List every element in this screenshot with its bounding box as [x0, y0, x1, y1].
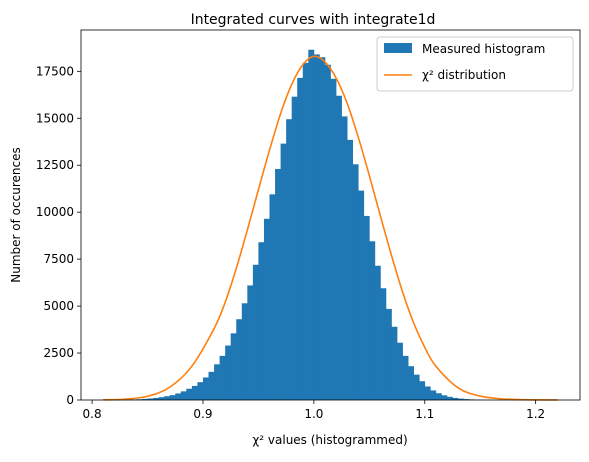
histogram-bar	[170, 395, 176, 400]
histogram-bar	[286, 119, 292, 400]
histogram-bar	[264, 219, 270, 400]
histogram-bar	[275, 169, 281, 400]
histogram-bar	[436, 393, 442, 400]
x-tick-label: 0.9	[193, 407, 212, 421]
histogram-bar	[231, 333, 237, 400]
legend-histogram-swatch	[384, 43, 412, 53]
histogram-bar	[281, 144, 287, 400]
histogram-bar	[303, 63, 309, 400]
y-tick-label: 5000	[43, 299, 74, 313]
histogram-bar	[175, 393, 181, 400]
histogram-bar	[447, 397, 453, 400]
histogram-bar	[225, 346, 231, 400]
histogram-bar	[314, 54, 320, 400]
histogram-bar	[403, 356, 409, 400]
histogram-bar	[336, 96, 342, 400]
histogram-bar	[419, 381, 425, 400]
histogram-bar	[358, 191, 364, 400]
y-tick-label: 15000	[36, 111, 74, 125]
x-tick-label: 0.8	[83, 407, 102, 421]
legend-curve-label: χ² distribution	[422, 68, 506, 82]
y-axis: 0 2500 5000 7500 10000 12500 15000 17500	[36, 64, 81, 407]
histogram-bar	[342, 116, 348, 400]
x-tick-label: 1.0	[304, 407, 323, 421]
y-tick-label: 7500	[43, 252, 74, 266]
histogram-bar	[209, 372, 215, 400]
histogram-bar	[270, 194, 276, 400]
histogram-bar	[430, 390, 436, 400]
legend: Measured histogram χ² distribution	[377, 37, 573, 91]
y-tick-label: 17500	[36, 64, 74, 78]
histogram-bar	[441, 395, 447, 400]
histogram-bar	[242, 303, 248, 400]
x-axis-label: χ² values (histogrammed)	[252, 433, 407, 447]
histogram-bar	[247, 285, 253, 400]
histogram-bar	[236, 319, 242, 400]
histogram-bar	[353, 164, 359, 400]
y-tick-label: 10000	[36, 205, 74, 219]
histogram-bar	[331, 79, 337, 400]
histogram-bar	[425, 386, 431, 400]
x-tick-label: 1.2	[526, 407, 545, 421]
histogram-bar	[308, 50, 314, 400]
histogram-bar	[203, 377, 209, 400]
histogram-bar	[220, 356, 226, 400]
histogram-bar	[347, 140, 353, 400]
histogram-bar	[319, 57, 325, 400]
x-axis: 0.8 0.9 1.0 1.1 1.2	[83, 400, 546, 421]
histogram-bar	[375, 266, 381, 400]
histogram-bar	[186, 389, 192, 400]
histogram-bar	[214, 364, 220, 400]
y-axis-label: Number of occurences	[9, 147, 23, 282]
histogram-bars	[125, 50, 519, 400]
histogram-bar	[397, 343, 403, 400]
histogram-bar	[292, 97, 298, 400]
histogram-bar	[408, 366, 414, 400]
histogram-bar	[391, 327, 397, 400]
histogram-bar	[297, 78, 303, 400]
histogram-bar	[253, 265, 259, 400]
histogram-bar	[386, 309, 392, 400]
x-tick-label: 1.1	[415, 407, 434, 421]
histogram-bar	[192, 386, 198, 400]
y-tick-label: 12500	[36, 158, 74, 172]
histogram-bar	[369, 241, 375, 400]
legend-histogram-label: Measured histogram	[422, 42, 545, 56]
histogram-bar	[258, 242, 264, 400]
histogram-bar	[325, 65, 331, 400]
histogram-bar	[159, 397, 165, 400]
histogram-bar	[380, 288, 386, 400]
histogram-bar	[181, 391, 187, 400]
y-tick-label: 0	[66, 393, 74, 407]
y-tick-label: 2500	[43, 346, 74, 360]
histogram-bar	[197, 382, 203, 400]
histogram-bar	[364, 216, 370, 400]
chart-title: Integrated curves with integrate1d	[191, 12, 436, 28]
histogram-bar	[414, 375, 420, 400]
histogram-bar	[164, 396, 170, 400]
